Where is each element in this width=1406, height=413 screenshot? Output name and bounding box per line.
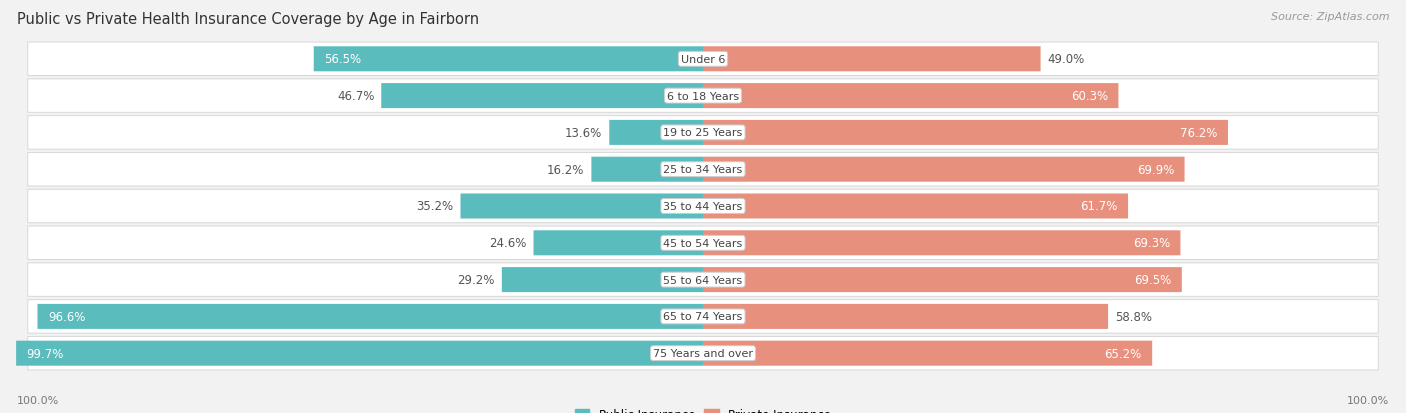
FancyBboxPatch shape: [703, 268, 1182, 292]
Text: 96.6%: 96.6%: [48, 310, 86, 323]
Text: 100.0%: 100.0%: [17, 395, 59, 405]
Text: 65 to 74 Years: 65 to 74 Years: [664, 312, 742, 322]
Legend: Public Insurance, Private Insurance: Public Insurance, Private Insurance: [571, 403, 835, 413]
Text: 13.6%: 13.6%: [565, 127, 602, 140]
FancyBboxPatch shape: [703, 47, 1040, 72]
FancyBboxPatch shape: [502, 268, 703, 292]
FancyBboxPatch shape: [15, 341, 703, 366]
FancyBboxPatch shape: [28, 226, 1378, 260]
FancyBboxPatch shape: [28, 337, 1378, 370]
Text: 61.7%: 61.7%: [1080, 200, 1118, 213]
Text: 25 to 34 Years: 25 to 34 Years: [664, 165, 742, 175]
FancyBboxPatch shape: [703, 194, 1128, 219]
FancyBboxPatch shape: [703, 231, 1181, 256]
FancyBboxPatch shape: [28, 116, 1378, 150]
Text: 56.5%: 56.5%: [325, 53, 361, 66]
FancyBboxPatch shape: [314, 47, 703, 72]
FancyBboxPatch shape: [28, 43, 1378, 76]
FancyBboxPatch shape: [381, 84, 703, 109]
Text: 49.0%: 49.0%: [1047, 53, 1084, 66]
Text: Under 6: Under 6: [681, 55, 725, 65]
FancyBboxPatch shape: [533, 231, 703, 256]
Text: 24.6%: 24.6%: [489, 237, 527, 250]
Text: 60.3%: 60.3%: [1071, 90, 1108, 103]
Text: 45 to 54 Years: 45 to 54 Years: [664, 238, 742, 248]
Text: Public vs Private Health Insurance Coverage by Age in Fairborn: Public vs Private Health Insurance Cover…: [17, 12, 479, 27]
Text: 69.5%: 69.5%: [1135, 273, 1171, 286]
FancyBboxPatch shape: [703, 304, 1108, 329]
Text: 35.2%: 35.2%: [416, 200, 454, 213]
FancyBboxPatch shape: [703, 341, 1152, 366]
FancyBboxPatch shape: [703, 157, 1185, 182]
Text: 100.0%: 100.0%: [1347, 395, 1389, 405]
Text: 58.8%: 58.8%: [1115, 310, 1152, 323]
FancyBboxPatch shape: [461, 194, 703, 219]
FancyBboxPatch shape: [28, 300, 1378, 333]
Text: 69.3%: 69.3%: [1133, 237, 1170, 250]
Text: 65.2%: 65.2%: [1105, 347, 1142, 360]
Text: 19 to 25 Years: 19 to 25 Years: [664, 128, 742, 138]
FancyBboxPatch shape: [703, 84, 1118, 109]
Text: 16.2%: 16.2%: [547, 163, 585, 176]
FancyBboxPatch shape: [609, 121, 703, 145]
FancyBboxPatch shape: [28, 80, 1378, 113]
Text: 29.2%: 29.2%: [457, 273, 495, 286]
FancyBboxPatch shape: [38, 304, 703, 329]
Text: 46.7%: 46.7%: [337, 90, 374, 103]
FancyBboxPatch shape: [28, 190, 1378, 223]
Text: 35 to 44 Years: 35 to 44 Years: [664, 202, 742, 211]
Text: 76.2%: 76.2%: [1180, 127, 1218, 140]
Text: 75 Years and over: 75 Years and over: [652, 348, 754, 358]
Text: 69.9%: 69.9%: [1137, 163, 1174, 176]
Text: 55 to 64 Years: 55 to 64 Years: [664, 275, 742, 285]
Text: 6 to 18 Years: 6 to 18 Years: [666, 91, 740, 101]
FancyBboxPatch shape: [28, 263, 1378, 297]
FancyBboxPatch shape: [28, 153, 1378, 187]
FancyBboxPatch shape: [703, 121, 1227, 145]
Text: 99.7%: 99.7%: [27, 347, 63, 360]
Text: Source: ZipAtlas.com: Source: ZipAtlas.com: [1271, 12, 1389, 22]
FancyBboxPatch shape: [592, 157, 703, 182]
